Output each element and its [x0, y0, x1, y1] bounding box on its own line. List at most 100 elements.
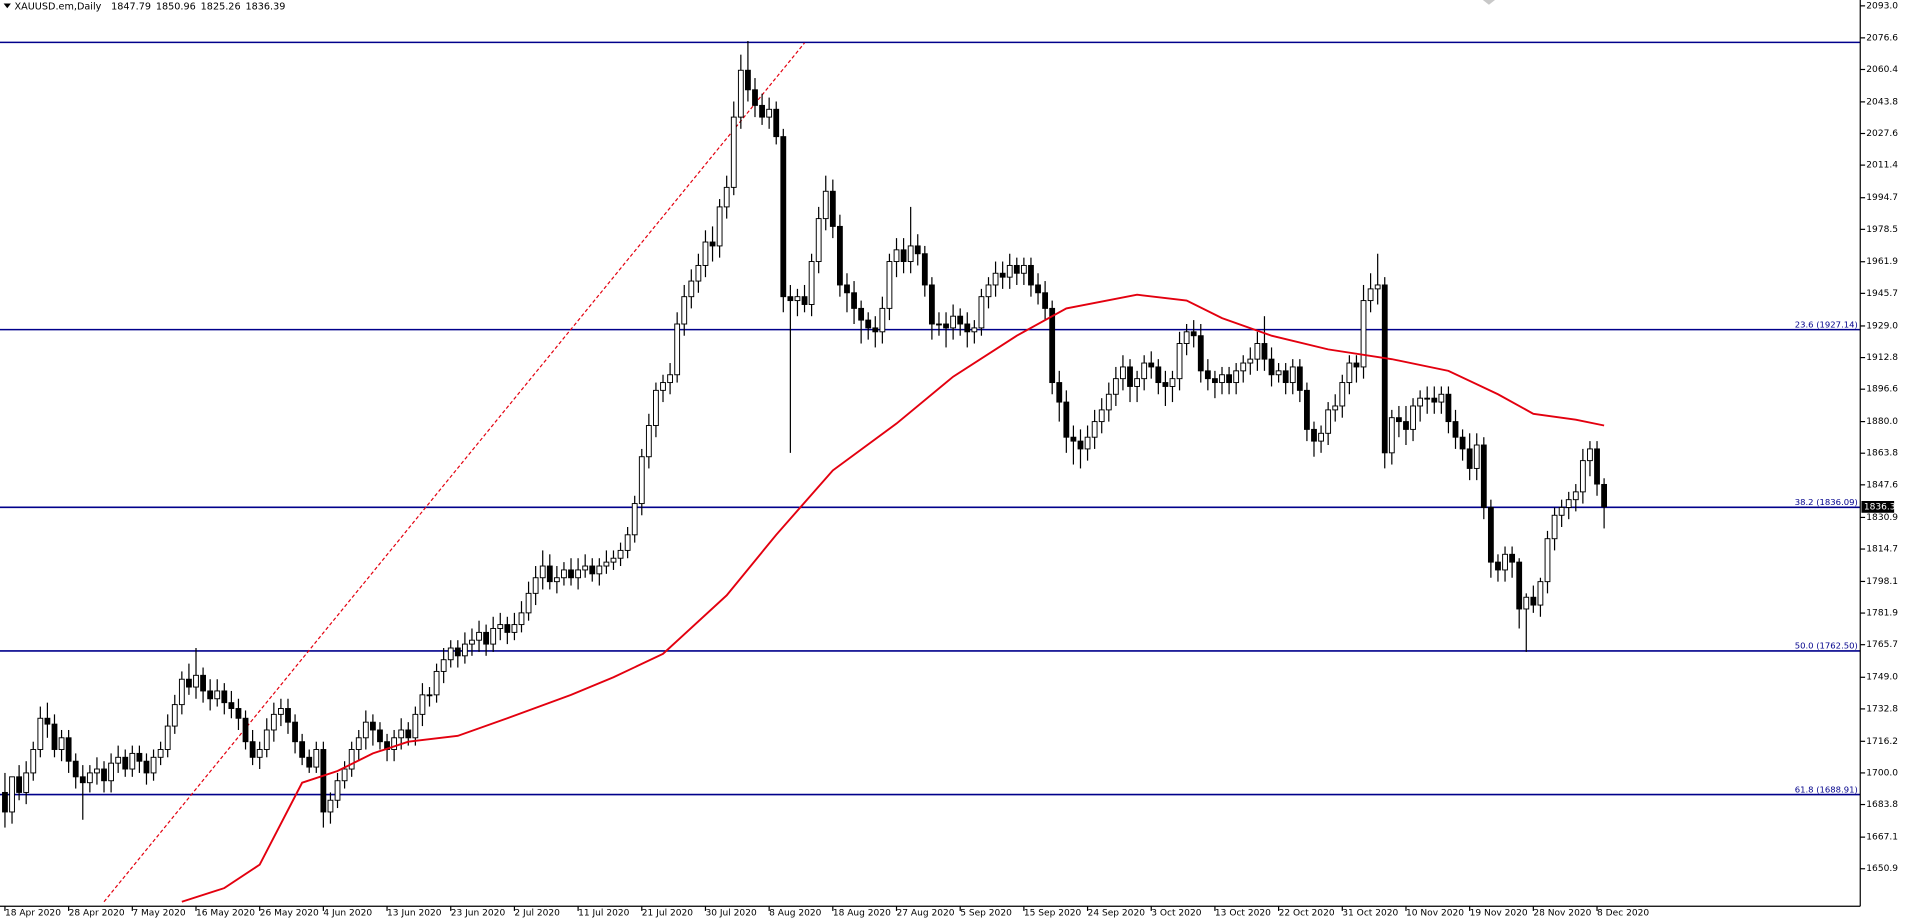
candle-body: [1254, 343, 1261, 360]
y-tick-label: 1667.1: [1866, 833, 1898, 843]
candle-body: [837, 225, 843, 286]
x-tick-label: 5 Sep 2020: [960, 909, 1012, 918]
candle-body: [186, 678, 192, 688]
x-tick-label: 15 Sep 2020: [1024, 909, 1082, 918]
y-tick-label: 1716.2: [1866, 737, 1898, 747]
x-tick-label: 11 Jul 2020: [578, 909, 630, 918]
candle-body: [1502, 553, 1508, 571]
candle-body: [299, 741, 306, 758]
candle-body: [1395, 417, 1402, 423]
menu-arrow[interactable]: [3, 3, 11, 9]
candle-body: [263, 729, 270, 750]
candle-body: [653, 389, 659, 426]
candle-body: [822, 190, 829, 220]
y-tick-label: 1830.9: [1866, 513, 1898, 523]
x-tick-label: 8 Dec 2020: [1597, 909, 1649, 918]
candle-body: [900, 249, 907, 263]
candle-body: [872, 327, 879, 333]
y-tick-label: 2060.4: [1866, 65, 1898, 75]
candle-body: [879, 307, 886, 333]
candle-body: [101, 768, 107, 782]
candle-body: [971, 327, 978, 333]
candle-body: [1282, 370, 1289, 384]
candle-body: [1431, 397, 1438, 403]
candle-body: [313, 749, 320, 768]
candle-body: [1091, 421, 1098, 438]
candle-body: [1049, 307, 1056, 384]
candle-body: [1127, 366, 1133, 387]
candle-body: [1275, 370, 1282, 376]
candle-body: [490, 628, 497, 645]
candle-body: [1452, 421, 1459, 438]
y-tick-label: 1929.0: [1866, 322, 1898, 332]
candle-body: [1183, 331, 1190, 344]
candle-body: [801, 296, 808, 305]
candle-body: [610, 557, 617, 563]
candle-body: [1240, 362, 1247, 372]
candle-body: [1013, 264, 1020, 274]
x-tick-label: 13 Oct 2020: [1215, 909, 1271, 918]
candle-body: [1070, 436, 1077, 442]
y-tick-label: 1994.7: [1866, 193, 1898, 203]
y-tick-label: 1798.1: [1866, 577, 1898, 587]
x-tick-label: 10 Nov 2020: [1406, 909, 1464, 918]
x-tick-label: 3 Oct 2020: [1151, 909, 1202, 918]
candle-body: [780, 136, 787, 298]
candle-body: [1530, 596, 1537, 606]
x-tick-label: 8 Aug 2020: [769, 909, 822, 918]
axes: 2093.0 2076.6 2060.4 2043.8 2027.6 2011.4 1994…: [4, 1, 1898, 918]
candle-body: [108, 762, 114, 782]
candle-body: [1353, 362, 1360, 368]
candle-body: [483, 631, 490, 645]
candle-body: [136, 752, 143, 762]
candle-body: [928, 284, 935, 325]
candle-body: [1459, 436, 1466, 450]
candle-body: [561, 569, 567, 579]
y-tick-label: 1863.8: [1866, 449, 1898, 459]
candle-body: [596, 565, 603, 575]
candle-body: [985, 284, 992, 298]
candle-body: [553, 577, 560, 583]
candle-body: [1544, 538, 1551, 583]
candle-body: [1112, 378, 1119, 395]
candle-body: [525, 592, 532, 614]
candle-body: [1105, 393, 1112, 411]
candle-body: [1020, 264, 1027, 274]
candle-body: [1558, 507, 1565, 516]
candle-body: [766, 108, 773, 118]
candle-body: [787, 296, 794, 302]
candle-body: [1289, 366, 1296, 384]
x-tick-label: 4 Jun 2020: [323, 909, 372, 918]
candle-body: [1480, 444, 1487, 508]
fib-level-label: 23.6 (1927.14): [1795, 319, 1858, 329]
candle-body: [143, 760, 150, 774]
candle-body: [950, 315, 957, 329]
candle-body: [320, 749, 327, 813]
candle-body: [943, 323, 949, 329]
x-tick-label: 22 Oct 2020: [1279, 909, 1335, 918]
candle-body: [546, 565, 553, 583]
candle-body: [1204, 370, 1211, 380]
candle-body: [773, 108, 780, 138]
candle-body: [1296, 366, 1303, 391]
candle-body: [660, 382, 666, 391]
candle-body: [79, 776, 86, 784]
candle-body: [412, 713, 419, 739]
candle-body: [1346, 362, 1353, 384]
candle-body: [893, 249, 900, 263]
candle-body: [1190, 331, 1197, 337]
candle-body: [702, 241, 709, 266]
candle-body: [1042, 292, 1049, 309]
candle-body: [1360, 300, 1367, 368]
candle-body: [405, 729, 412, 739]
candle-body: [16, 776, 23, 793]
candle-body: [433, 670, 440, 696]
candle-body: [1148, 362, 1155, 368]
candle-body: [1169, 378, 1176, 387]
candle-body: [730, 116, 737, 188]
x-tick-label: 27 Aug 2020: [897, 909, 955, 918]
candle-body: [1601, 483, 1608, 508]
candle-body: [1381, 284, 1388, 454]
candle-body: [1509, 553, 1516, 563]
